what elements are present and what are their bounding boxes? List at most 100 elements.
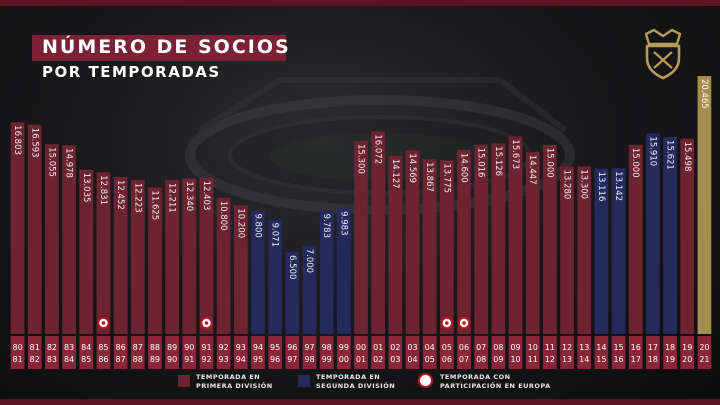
season-label-end: 02 (373, 355, 383, 364)
season-label-box (27, 336, 42, 369)
uefa-badge-icon (418, 373, 433, 388)
bar (439, 160, 454, 334)
legend-segunda-label: TEMPORADA EN SEGUNDA DIVISIÓN (316, 373, 396, 390)
season-label-start: 18 (665, 343, 675, 352)
bar (560, 166, 574, 334)
season-label-end: 12 (545, 355, 555, 364)
bar (388, 155, 403, 334)
bar-value-label: 13.116 (596, 172, 606, 202)
season-label-start: 19 (682, 343, 692, 352)
bar-value-label: 15.055 (46, 147, 56, 177)
season-label-start: 88 (150, 343, 160, 352)
bar (62, 145, 76, 334)
uefa-badge-center (445, 321, 449, 325)
bar (508, 136, 523, 334)
bar-value-label: 15.910 (647, 136, 657, 166)
season-label-box (439, 336, 454, 369)
bar-value-label: 13.775 (441, 163, 451, 193)
season-label-box (663, 336, 677, 369)
season-label-end: 04 (407, 355, 417, 364)
season-label-end: 11 (528, 355, 538, 364)
season-label-box (216, 336, 231, 369)
bar-value-label: 13.142 (613, 171, 623, 201)
season-label-box (10, 336, 25, 369)
season-label-box (251, 336, 265, 369)
season-label-end: 20 (682, 355, 692, 364)
season-label-end: 05 (425, 355, 435, 364)
season-label-start: 14 (596, 343, 606, 352)
season-label-start: 91 (201, 343, 211, 352)
season-label-start: 98 (322, 343, 332, 352)
season-label-start: 00 (356, 343, 366, 352)
season-label-end: 81 (12, 355, 22, 364)
season-label-box (199, 336, 214, 369)
season-label-start: 13 (579, 343, 589, 352)
season-label-end: 21 (699, 355, 709, 364)
season-label-end: 07 (459, 355, 469, 364)
season-label-start: 93 (236, 343, 246, 352)
season-label-start: 16 (631, 343, 641, 352)
bar (113, 177, 128, 334)
season-label-box (45, 336, 59, 369)
bar-value-label: 11.625 (149, 190, 159, 220)
season-label-box (336, 336, 351, 369)
legend-europa-label: TEMPORADA CON PARTICIPACIÓN EN EUROPA (440, 373, 551, 390)
season-label-start: 09 (510, 343, 520, 352)
bar-value-label: 12.452 (115, 180, 125, 210)
bar-value-label: 12.831 (98, 175, 108, 205)
bar (680, 138, 695, 334)
bar-value-label: 14.978 (64, 148, 74, 178)
season-label-end: 18 (648, 355, 658, 364)
title-banner (32, 35, 286, 61)
bottom-frame-bar (0, 399, 720, 405)
season-label-box (611, 336, 626, 369)
season-label-box (182, 336, 197, 369)
season-label-end: 91 (184, 355, 194, 364)
season-label-box (388, 336, 403, 369)
bar-value-label: 15.300 (356, 144, 366, 174)
chart-title: NÚMERO DE SOCIOS (42, 36, 291, 58)
season-label-start: 87 (133, 343, 143, 352)
bar-value-label: 9.783 (321, 214, 331, 238)
season-label-box (79, 336, 94, 369)
season-label-start: 90 (184, 343, 194, 352)
bar-value-label: 13.867 (424, 162, 434, 192)
season-label-box (543, 336, 557, 369)
season-label-start: 07 (476, 343, 486, 352)
season-label-start: 99 (339, 343, 349, 352)
bar-value-label: 12.211 (167, 183, 177, 213)
bar (79, 169, 94, 334)
season-label-box (474, 336, 489, 369)
season-label-box (319, 336, 334, 369)
season-label-start: 10 (528, 343, 538, 352)
season-label-end: 16 (613, 355, 623, 364)
bar-value-label: 14.569 (407, 153, 417, 183)
season-label-end: 06 (442, 355, 452, 364)
season-label-end: 84 (64, 355, 74, 364)
uefa-badge-center (204, 321, 209, 325)
bar (199, 177, 214, 334)
season-label-end: 10 (510, 355, 520, 364)
bar-value-label: 15.673 (510, 139, 520, 169)
season-label-start: 12 (562, 343, 572, 352)
season-label-end: 92 (201, 355, 211, 364)
bar (336, 208, 351, 334)
season-label-box (148, 336, 162, 369)
season-label-end: 98 (304, 355, 314, 364)
season-label-end: 09 (493, 355, 503, 364)
bar-value-label: 16.803 (12, 125, 22, 155)
bar (251, 210, 265, 334)
bar-value-label: 14.447 (527, 155, 537, 185)
bar-value-label: 6.500 (287, 255, 297, 279)
season-label-box (697, 336, 712, 369)
season-label-box (285, 336, 300, 369)
bar-value-label: 9.983 (338, 211, 348, 235)
bar-value-label: 15.126 (493, 146, 503, 176)
bar-value-label: 9.800 (252, 213, 262, 237)
bar (27, 124, 42, 335)
season-label-end: 13 (562, 355, 572, 364)
bar (354, 141, 368, 334)
osasuna-crest-icon (644, 28, 682, 80)
season-label-box (457, 336, 471, 369)
